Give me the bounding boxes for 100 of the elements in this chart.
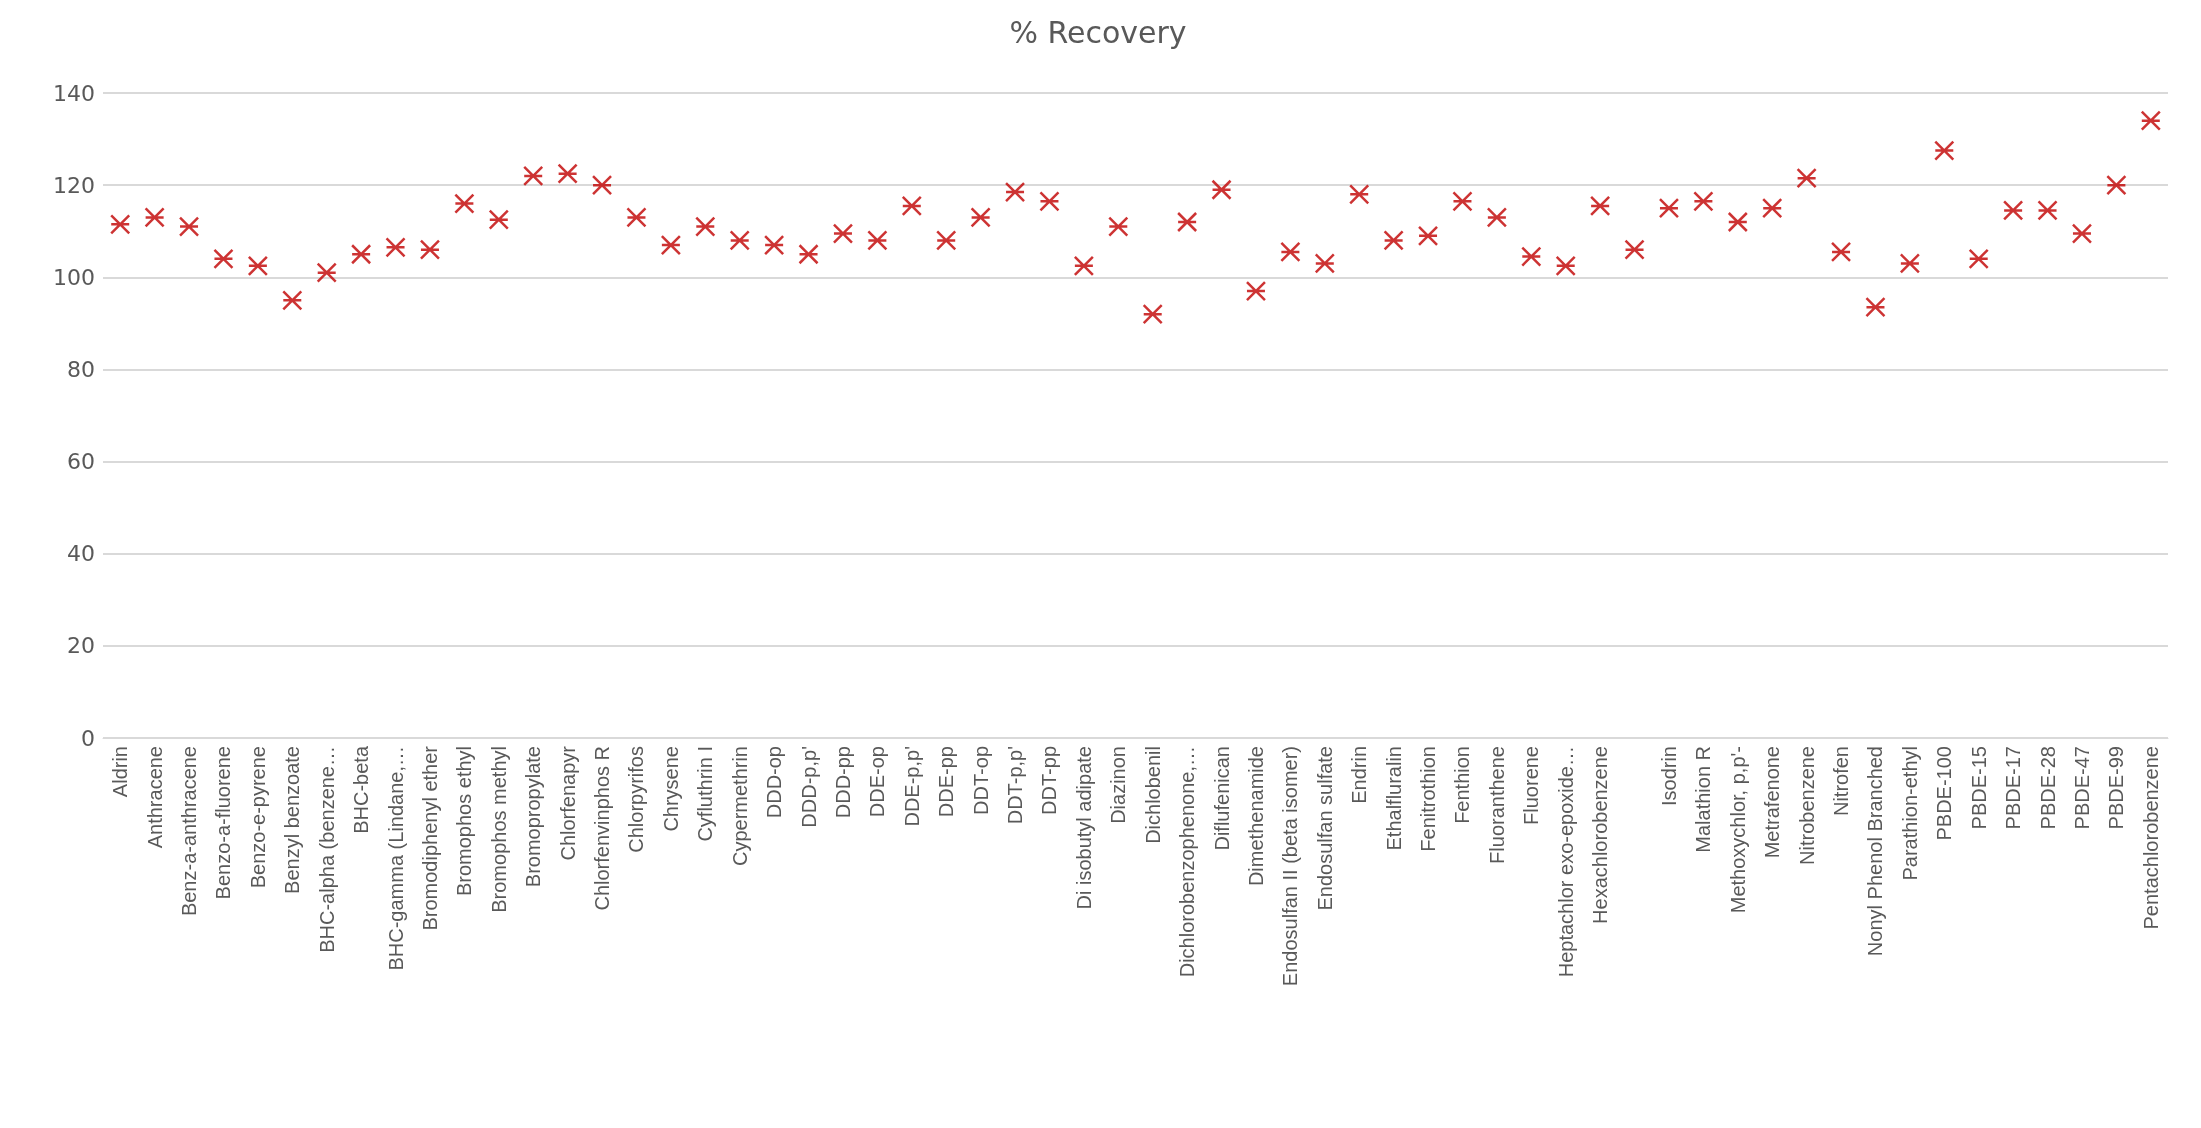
x-tick-label: DDD-pp xyxy=(831,746,854,819)
point xyxy=(419,239,441,260)
x-tick-label: Cypermethrin xyxy=(728,746,751,867)
point xyxy=(1004,181,1026,203)
point xyxy=(1761,197,1783,219)
point xyxy=(557,163,578,184)
point xyxy=(591,174,613,196)
x-tick-label: Bromopropylate xyxy=(522,746,545,888)
point xyxy=(488,209,510,230)
x-tick-label: Hexachlorobenzene xyxy=(1589,746,1612,924)
x-tick-label: Isodrin xyxy=(1657,746,1680,807)
point xyxy=(1417,225,1439,247)
x-tick-label: PBDE-100 xyxy=(1933,746,1956,841)
x-tick-label: Benz-a-anthracene xyxy=(178,746,201,917)
point xyxy=(798,244,819,265)
point xyxy=(1899,253,1921,274)
x-tick-label: DDE-pp xyxy=(935,746,958,818)
point xyxy=(1211,179,1232,200)
point xyxy=(2106,174,2127,196)
x-tick-label: Anthracene xyxy=(143,746,166,849)
x-tick-label: PBDE-28 xyxy=(2036,746,2059,830)
point xyxy=(626,207,647,228)
x-tick-label: Bromodiphenyl ether xyxy=(418,745,441,931)
point xyxy=(763,234,785,256)
point xyxy=(1142,303,1163,325)
point xyxy=(1280,241,1301,263)
x-tick-label: Dimethenamide xyxy=(1244,746,1267,887)
x-tick-label: Cyfluthrin I xyxy=(694,746,717,842)
x-tick-label: DDE-op xyxy=(866,746,889,818)
point xyxy=(1555,255,1576,277)
x-tick-label: Nitrobenzene xyxy=(1795,746,1818,865)
x-tick-label: PBDE-47 xyxy=(2070,746,2093,830)
point xyxy=(1108,216,1129,237)
x-tick-label: DDD-p,p' xyxy=(797,746,820,828)
x-tick-label: Chlorfenapyr xyxy=(556,745,579,861)
x-tick-label: Fluorene xyxy=(1520,746,1543,825)
x-tick-label: BHC-beta xyxy=(350,745,373,834)
point xyxy=(282,290,303,311)
x-tick-label: PBDE-17 xyxy=(2002,746,2025,830)
point xyxy=(213,248,234,270)
point xyxy=(2071,223,2093,244)
x-tick-label: Bromophos ethyl xyxy=(453,746,476,897)
point xyxy=(350,244,372,265)
x-tick-label: Endrin xyxy=(1348,746,1371,804)
point xyxy=(1452,191,1473,212)
y-tick-label: 40 xyxy=(67,541,95,567)
point xyxy=(1968,248,1989,270)
x-tick-label: Metrafenone xyxy=(1761,746,1784,859)
point xyxy=(522,165,544,187)
x-tick-label: Benzyl benzoate xyxy=(281,746,304,894)
point xyxy=(2002,200,2024,221)
point xyxy=(2037,200,2058,221)
point xyxy=(1865,296,1886,318)
point xyxy=(970,207,991,228)
x-tick-label: Chlorpyrifos xyxy=(625,746,648,853)
point xyxy=(1348,184,1370,205)
x-tick-label: DDT-p,p' xyxy=(1004,746,1027,825)
y-tick-label: 0 xyxy=(81,725,95,751)
x-tick-label: Heptachlor exo-epoxide… xyxy=(1554,746,1577,978)
point xyxy=(144,207,165,228)
y-tick-label: 100 xyxy=(53,264,95,290)
x-tick-label: Dichlorobenzophenone,… xyxy=(1176,746,1199,978)
x-tick-label: Fluoranthene xyxy=(1485,746,1508,864)
point xyxy=(1383,230,1404,251)
point xyxy=(1039,191,1060,212)
point xyxy=(1314,253,1336,274)
x-tick-label: Nonyl Phenol Branched xyxy=(1864,746,1887,957)
x-tick-label: PBDE-99 xyxy=(2105,746,2128,830)
point xyxy=(1245,280,1267,302)
x-tick-label: Fenthion xyxy=(1451,746,1474,824)
point xyxy=(1073,255,1095,277)
x-tick-label: Methoxychlor, p,p'- xyxy=(1726,746,1749,914)
point xyxy=(729,230,750,251)
x-tick-label: PBDE-15 xyxy=(1967,746,1990,830)
y-tick-label: 60 xyxy=(67,449,95,475)
point xyxy=(316,262,337,283)
x-tick-label: DDT-pp xyxy=(1038,746,1061,815)
x-tick-label: Nitrofen xyxy=(1830,746,1853,817)
chart-title: % Recovery xyxy=(1009,14,1187,50)
y-tick-label: 20 xyxy=(67,633,95,659)
x-tick-label: Benzo-e-pyrene xyxy=(246,746,269,889)
point xyxy=(901,195,923,217)
point xyxy=(935,230,957,251)
point xyxy=(1658,197,1680,219)
x-tick-label: Diflufenican xyxy=(1210,746,1233,851)
x-tick-label: DDT-op xyxy=(969,746,992,815)
x-tick-label: Di isobutyl adipate xyxy=(1072,746,1095,910)
point xyxy=(1934,140,1955,161)
x-tick-label: Endosulfan sulfate xyxy=(1313,746,1336,911)
x-tick-label: BHC-alpha (benzene… xyxy=(315,746,338,953)
point xyxy=(1486,207,1508,228)
x-tick-label: Parathion-ethyl xyxy=(1898,746,1921,881)
point xyxy=(1589,195,1611,217)
x-tick-label: Dichlobenil xyxy=(1141,746,1164,844)
point xyxy=(1796,167,1817,189)
x-tick-label: Ethalfluralin xyxy=(1382,746,1405,851)
y-tick-label: 140 xyxy=(53,80,95,106)
point xyxy=(109,214,131,235)
point xyxy=(1521,246,1542,267)
x-tick-label: Malathion R xyxy=(1692,746,1715,853)
